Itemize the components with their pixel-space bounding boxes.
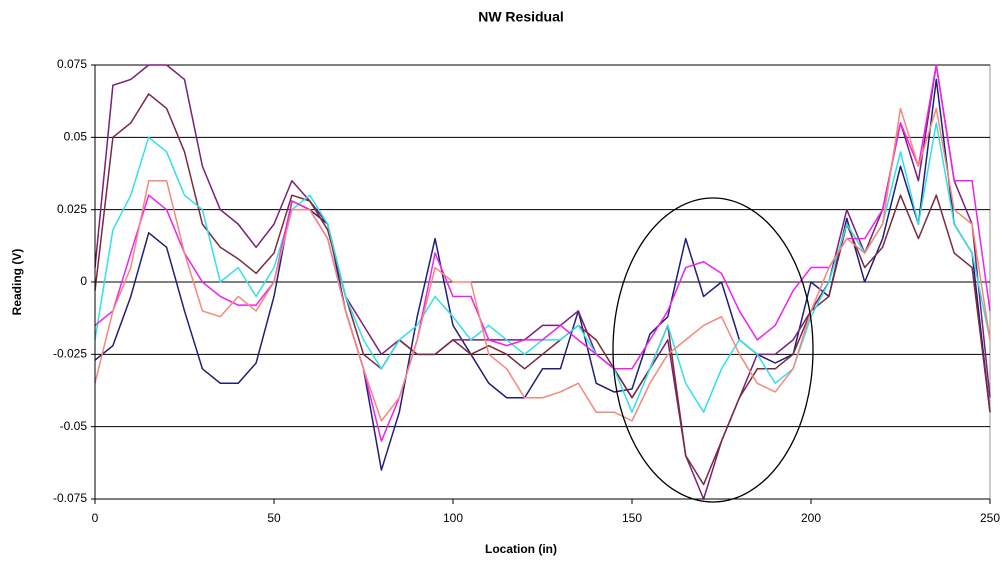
series-line <box>94 64 991 500</box>
chart-title: NW Residual <box>478 9 564 25</box>
x-tick-label: 250 <box>980 511 1000 525</box>
highlight-ellipse <box>612 197 814 503</box>
series-line <box>94 107 991 422</box>
y-tick-label: -0.075 <box>53 491 87 505</box>
x-tick-label: 200 <box>801 511 821 525</box>
y-tick-label: -0.05 <box>60 419 88 433</box>
x-tick-label: 50 <box>267 511 281 525</box>
y-tick-label: 0.075 <box>57 57 87 71</box>
y-axis-label: Reading (V) <box>10 249 24 316</box>
x-tick-label: 150 <box>622 511 642 525</box>
plot <box>94 64 991 500</box>
y-tick-label: 0.05 <box>64 130 88 144</box>
y-tick-label: 0.025 <box>57 202 87 216</box>
x-tick-label: 0 <box>92 511 99 525</box>
y-tick-label: -0.025 <box>53 347 87 361</box>
series-line <box>94 93 991 486</box>
x-axis-label: Location (in) <box>485 542 557 556</box>
y-tick-label: 0 <box>80 274 87 288</box>
x-tick-label: 100 <box>443 511 463 525</box>
